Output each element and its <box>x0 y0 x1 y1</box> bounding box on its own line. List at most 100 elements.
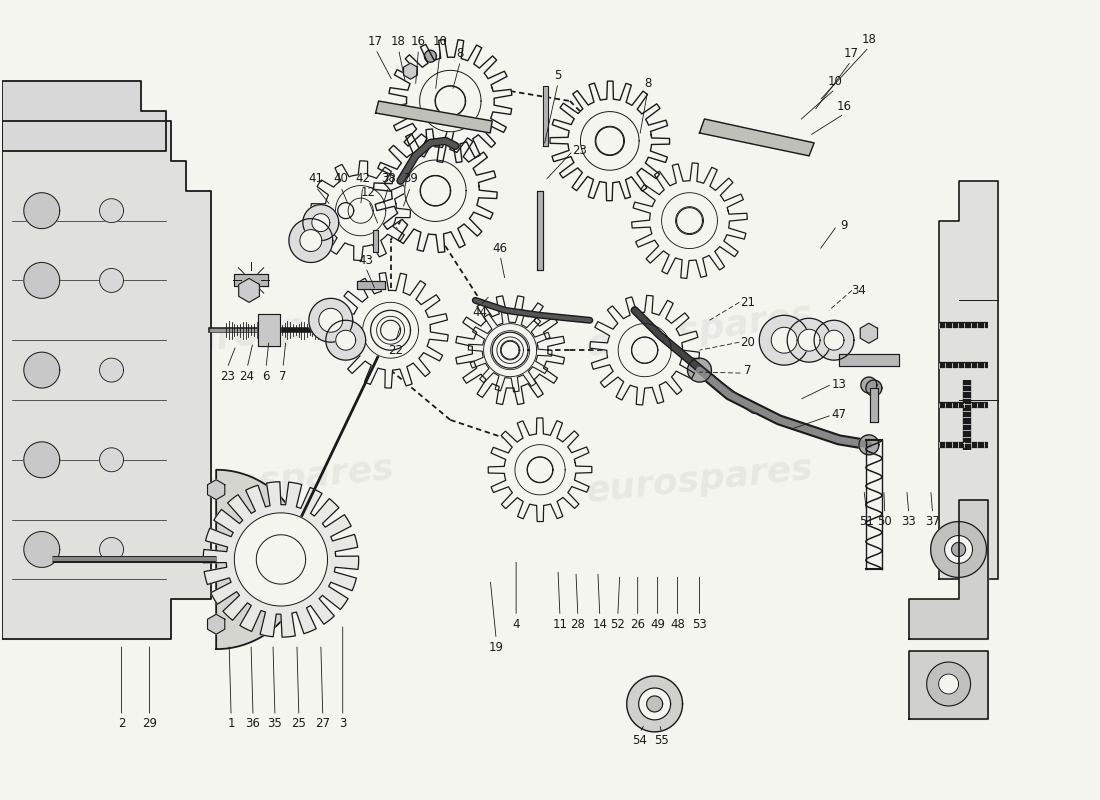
Polygon shape <box>217 470 306 649</box>
Polygon shape <box>208 614 224 634</box>
Text: 5: 5 <box>554 69 562 82</box>
Polygon shape <box>336 186 386 236</box>
Text: 17: 17 <box>844 46 858 60</box>
Polygon shape <box>455 296 564 405</box>
Polygon shape <box>319 308 343 332</box>
Text: 42: 42 <box>355 172 371 186</box>
Text: 39: 39 <box>403 172 418 186</box>
Polygon shape <box>311 161 410 261</box>
Text: 33: 33 <box>901 515 916 528</box>
Polygon shape <box>771 327 797 353</box>
Polygon shape <box>381 320 400 340</box>
Polygon shape <box>24 193 59 229</box>
Text: 10: 10 <box>827 74 843 88</box>
Polygon shape <box>289 218 333 262</box>
Polygon shape <box>700 119 814 156</box>
Polygon shape <box>420 70 481 132</box>
Polygon shape <box>631 338 658 363</box>
Text: 49: 49 <box>650 618 666 630</box>
Text: 26: 26 <box>630 618 646 630</box>
Polygon shape <box>371 310 410 350</box>
Polygon shape <box>866 380 882 396</box>
Polygon shape <box>639 688 671 720</box>
Polygon shape <box>596 127 624 155</box>
Text: 19: 19 <box>488 641 504 654</box>
Text: 8: 8 <box>644 77 651 90</box>
Polygon shape <box>420 176 450 206</box>
Text: 51: 51 <box>859 515 874 528</box>
Text: 48: 48 <box>670 618 685 630</box>
Polygon shape <box>870 387 878 422</box>
Polygon shape <box>931 522 987 578</box>
Polygon shape <box>338 202 354 218</box>
Polygon shape <box>502 342 519 359</box>
Polygon shape <box>926 662 970 706</box>
Text: 14: 14 <box>592 618 607 630</box>
Polygon shape <box>100 198 123 222</box>
Polygon shape <box>374 129 497 253</box>
Text: 23: 23 <box>220 370 234 382</box>
Polygon shape <box>676 208 703 234</box>
Polygon shape <box>859 435 879 455</box>
Text: 22: 22 <box>388 344 403 357</box>
Polygon shape <box>661 193 717 249</box>
Polygon shape <box>375 101 492 133</box>
Polygon shape <box>404 63 417 79</box>
Polygon shape <box>631 337 658 363</box>
Text: 44: 44 <box>473 306 487 319</box>
Text: 12: 12 <box>361 186 376 199</box>
Text: eurospares: eurospares <box>584 451 815 509</box>
Polygon shape <box>581 112 639 170</box>
Polygon shape <box>326 320 365 360</box>
Text: 28: 28 <box>571 618 585 630</box>
Polygon shape <box>204 482 359 637</box>
Text: 52: 52 <box>610 618 625 630</box>
Polygon shape <box>839 354 899 366</box>
Polygon shape <box>688 358 712 382</box>
Text: 40: 40 <box>333 172 349 186</box>
Polygon shape <box>234 513 328 606</box>
Polygon shape <box>590 295 700 405</box>
Polygon shape <box>647 696 662 712</box>
Polygon shape <box>627 676 682 732</box>
Polygon shape <box>100 269 123 292</box>
Text: 47: 47 <box>832 409 847 422</box>
Text: 54: 54 <box>632 734 647 747</box>
Polygon shape <box>376 316 405 344</box>
Polygon shape <box>356 282 385 290</box>
Polygon shape <box>300 230 322 251</box>
Polygon shape <box>484 324 537 377</box>
Polygon shape <box>631 163 747 278</box>
Text: 16: 16 <box>836 99 851 113</box>
Text: eurospares: eurospares <box>165 298 396 363</box>
Polygon shape <box>311 214 330 231</box>
Polygon shape <box>24 442 59 478</box>
Polygon shape <box>488 418 592 522</box>
Polygon shape <box>595 126 625 155</box>
Polygon shape <box>302 205 339 241</box>
Text: 11: 11 <box>552 618 568 630</box>
Polygon shape <box>239 278 260 302</box>
Polygon shape <box>436 86 465 116</box>
Text: 36: 36 <box>245 718 261 730</box>
Polygon shape <box>537 190 543 270</box>
Text: 1: 1 <box>228 718 235 730</box>
Text: 9: 9 <box>840 219 848 232</box>
Polygon shape <box>909 651 989 719</box>
Text: 7: 7 <box>744 364 751 377</box>
Text: 38: 38 <box>382 172 396 186</box>
Polygon shape <box>860 323 878 343</box>
Polygon shape <box>434 86 465 116</box>
Polygon shape <box>24 352 59 388</box>
Text: 29: 29 <box>142 718 157 730</box>
Text: 41: 41 <box>308 172 323 186</box>
Text: 2: 2 <box>118 718 125 730</box>
Polygon shape <box>405 160 466 222</box>
Polygon shape <box>618 324 671 377</box>
Text: 10: 10 <box>433 34 448 48</box>
Polygon shape <box>24 262 59 298</box>
Text: eurospares: eurospares <box>584 298 815 363</box>
Polygon shape <box>24 531 59 567</box>
Text: 17: 17 <box>368 34 383 48</box>
Polygon shape <box>2 81 166 151</box>
